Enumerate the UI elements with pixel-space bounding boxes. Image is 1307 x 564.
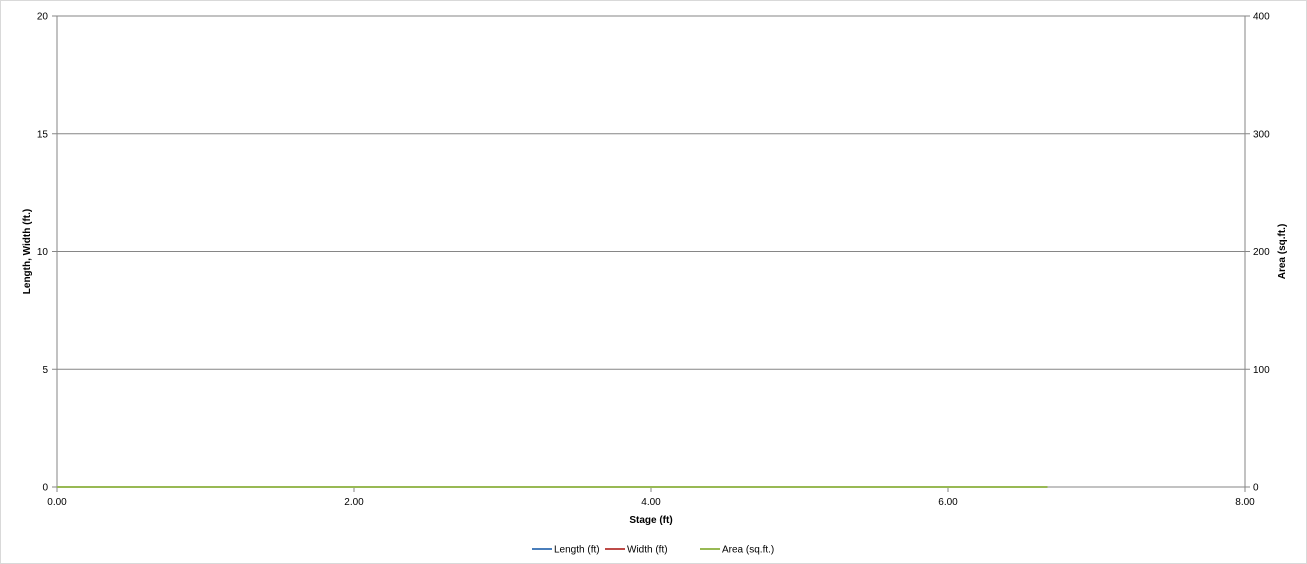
legend-label-length: Length (ft)	[554, 545, 600, 556]
x-tick-label: 0.00	[47, 497, 67, 508]
y-left-tick-label: 5	[42, 365, 48, 376]
legend-label-width: Width (ft)	[627, 545, 668, 556]
y-left-tick-label: 10	[37, 247, 49, 258]
y-axis-left-title: Length, Width (ft.)	[22, 209, 33, 294]
y-right-tick-label: 0	[1253, 483, 1259, 494]
x-tick-label: 2.00	[344, 497, 364, 508]
legend: Length (ft) Width (ft) Area (sq.ft.)	[532, 545, 774, 556]
x-ticks: 0.00 2.00 4.00 6.00 8.00	[47, 487, 1255, 508]
y-left-tick-label: 20	[37, 12, 49, 23]
x-tick-label: 8.00	[1235, 497, 1255, 508]
legend-label-area: Area (sq.ft.)	[722, 545, 774, 556]
y-right-tick-label: 400	[1253, 12, 1270, 23]
y-right-ticks: 0 100 200 300 400	[1245, 12, 1270, 494]
y-left-ticks: 0 5 10 15 20	[37, 12, 57, 494]
x-axis-title: Stage (ft)	[629, 515, 672, 526]
y-left-tick-label: 0	[42, 483, 48, 494]
legend-item-length: Length (ft)	[532, 545, 600, 556]
legend-item-area: Area (sq.ft.)	[700, 545, 774, 556]
gridlines	[57, 15, 1245, 370]
y-axis-right-title: Area (sq.ft.)	[1277, 224, 1288, 280]
y-right-tick-label: 200	[1253, 247, 1270, 258]
legend-item-width: Width (ft)	[605, 545, 668, 556]
y-right-tick-label: 100	[1253, 365, 1270, 376]
y-left-tick-label: 15	[37, 129, 49, 140]
x-tick-label: 4.00	[641, 497, 661, 508]
x-tick-label: 6.00	[938, 497, 958, 508]
y-right-tick-label: 300	[1253, 129, 1270, 140]
